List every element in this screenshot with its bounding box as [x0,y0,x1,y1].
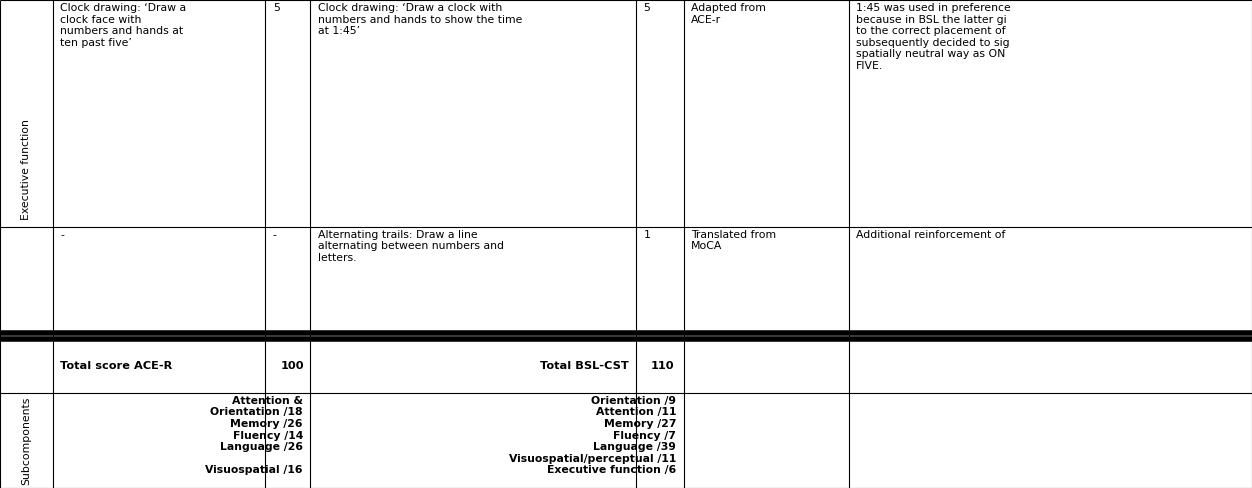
Text: 100: 100 [280,361,304,371]
Text: Clock drawing: ‘Draw a
clock face with
numbers and hands at
ten past five’: Clock drawing: ‘Draw a clock face with n… [60,3,187,48]
Text: Adapted from
ACE-r: Adapted from ACE-r [691,3,766,24]
Text: Total score ACE-R: Total score ACE-R [60,361,173,371]
Text: Alternating trails: Draw a line
alternating between numbers and
letters.: Alternating trails: Draw a line alternat… [318,230,505,263]
Text: Total BSL-CST: Total BSL-CST [540,361,629,371]
Text: -: - [60,230,64,240]
Text: Translated from
MoCA: Translated from MoCA [691,230,776,251]
Text: Additional reinforcement of: Additional reinforcement of [856,230,1005,240]
Text: 5: 5 [273,3,279,13]
Text: Clock drawing: ‘Draw a clock with
numbers and hands to show the time
at 1:45’: Clock drawing: ‘Draw a clock with number… [318,3,522,36]
Text: 1: 1 [644,230,650,240]
Text: -: - [273,230,277,240]
Text: Attention &
Orientation /18
Memory /26
Fluency /14
Language /26

Visuospatial /1: Attention & Orientation /18 Memory /26 F… [205,396,303,475]
Text: 1:45 was used in preference
because in BSL the latter gi
to the correct placemen: 1:45 was used in preference because in B… [856,3,1012,71]
Text: 5: 5 [644,3,650,13]
Text: 110: 110 [651,361,675,371]
Text: Orientation /9
Attention /11
Memory /27
Fluency /7
Language /39
Visuospatial/per: Orientation /9 Attention /11 Memory /27 … [508,396,676,475]
Text: Subcomponents: Subcomponents [21,396,31,485]
Text: Executive function: Executive function [21,119,31,220]
